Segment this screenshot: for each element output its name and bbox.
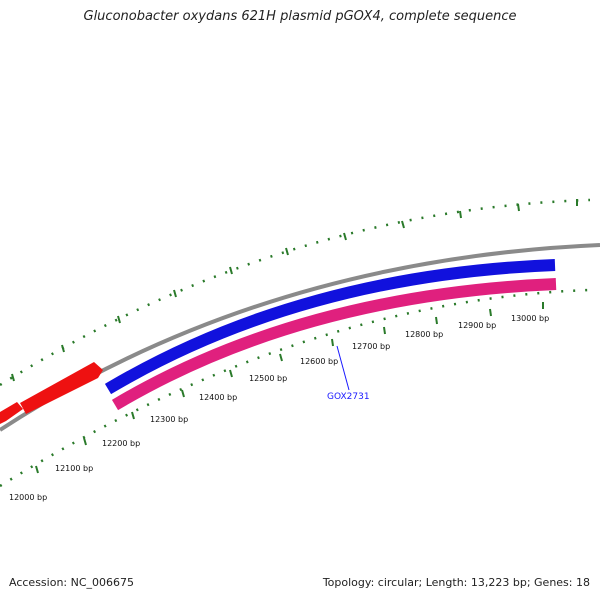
forward-gene-arrows[interactable] (0, 362, 103, 424)
bp-label: 12300 bp (150, 415, 188, 424)
inner-major-ticks (35, 302, 544, 474)
gene-label-gox2731[interactable]: GOX2731 (327, 392, 370, 402)
bp-label: 12900 bp (458, 321, 496, 330)
red-gene-arrow-1[interactable] (0, 402, 23, 424)
bp-label: 12800 bp (405, 330, 443, 339)
map-title: Gluconobacter oxydans 621H plasmid pGOX4… (83, 9, 517, 24)
bp-label: 13000 bp (511, 314, 549, 323)
red-gene-arrow-2[interactable] (20, 362, 103, 414)
bp-label: 12200 bp (102, 439, 140, 448)
topology-summary: Topology: circular; Length: 13,223 bp; G… (322, 576, 590, 589)
gene-label-leader (336, 345, 350, 391)
bp-label: 12500 bp (249, 374, 287, 383)
bp-label: 12700 bp (352, 342, 390, 351)
pink-feature-band[interactable] (111, 278, 557, 411)
outer-major-ticks (11, 199, 578, 382)
bp-label: 12000 bp (9, 493, 47, 502)
bp-scale-labels: 12000 bp 12100 bp 12200 bp 12300 bp 1240… (9, 314, 549, 502)
inner-tick-ring (0, 288, 591, 488)
blue-feature-band[interactable] (104, 259, 556, 395)
accession-text: Accession: NC_006675 (9, 576, 135, 589)
bp-label: 12600 bp (300, 357, 338, 366)
bp-label: 12400 bp (199, 393, 237, 402)
bp-label: 12100 bp (55, 464, 93, 473)
